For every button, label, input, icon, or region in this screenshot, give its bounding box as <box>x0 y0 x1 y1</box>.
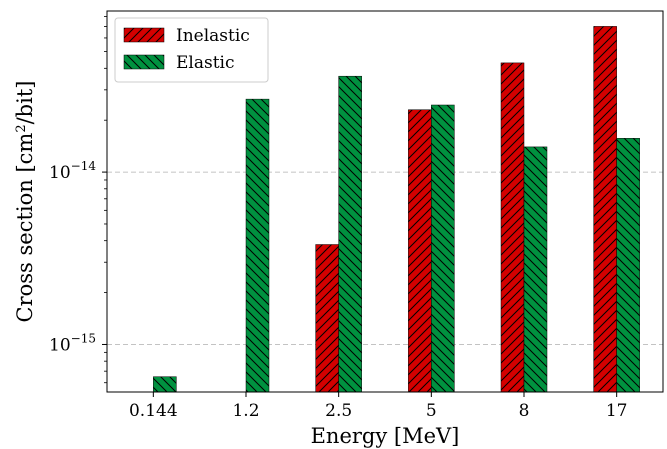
y-tick-exponent: −14 <box>71 159 97 173</box>
bar-hatch <box>523 146 548 393</box>
y-tick-base: 10 <box>49 335 71 355</box>
y-tick-label: 10−15 <box>49 331 96 355</box>
x-tick-label: 2.5 <box>325 401 352 421</box>
bar-inelastic-8 <box>500 62 525 393</box>
x-tick-label: 8 <box>519 401 530 421</box>
bar-inelastic-5 <box>408 109 432 393</box>
grid-lines <box>107 171 663 345</box>
bar-hatch <box>153 376 177 393</box>
bars <box>153 26 640 393</box>
y-axis-title-suffix: /bit] <box>13 81 37 125</box>
legend: Inelastic Elastic <box>114 17 269 83</box>
bar-elastic-5 <box>431 104 455 393</box>
bar-hatch <box>593 26 617 393</box>
legend-item-elastic: Elastic <box>123 53 235 73</box>
legend-swatch-hatch <box>123 54 165 70</box>
bar-elastic-8 <box>523 146 548 393</box>
bar-inelastic-2.5 <box>315 244 339 393</box>
bar-hatch <box>500 62 525 393</box>
x-axis-title: Energy [MeV] <box>311 424 460 448</box>
bar-elastic-1.2 <box>245 98 270 393</box>
x-tick-label: 5 <box>426 401 437 421</box>
bar-elastic-2.5 <box>338 75 362 393</box>
bar-hatch <box>245 98 270 393</box>
x-tick-label: 17 <box>606 401 628 421</box>
bar-elastic-0.144 <box>153 376 177 393</box>
y-axis-title-prefix: Cross section [cm <box>13 133 37 323</box>
bar-elastic-17 <box>616 138 640 393</box>
y-axis-title-superscript: 2 <box>14 124 29 132</box>
y-axis-title: Cross section [cm2/bit] <box>13 81 37 323</box>
bar-hatch <box>616 138 640 393</box>
bar-hatch <box>338 75 362 393</box>
legend-label: Elastic <box>176 53 235 73</box>
legend-swatch-hatch <box>123 27 165 43</box>
bar-hatch <box>431 104 455 393</box>
plot-frame <box>106 10 664 393</box>
y-tick-base: 10 <box>49 163 71 183</box>
bar-inelastic-17 <box>593 26 617 393</box>
legend-item-inelastic: Inelastic <box>123 26 250 46</box>
bar-hatch <box>408 109 432 393</box>
y-tick-exponent: −15 <box>71 331 96 345</box>
bar-hatch <box>315 244 339 393</box>
x-tick-label: 1.2 <box>232 401 259 421</box>
legend-label: Inelastic <box>176 26 250 46</box>
y-tick-label: 10−14 <box>49 159 96 183</box>
x-tick-label: 0.144 <box>129 401 178 421</box>
